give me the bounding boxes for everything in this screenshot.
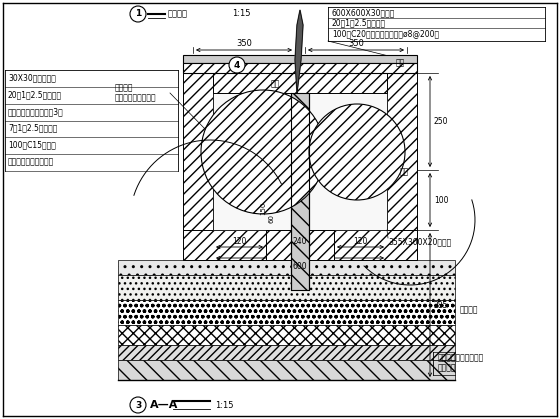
Text: 240: 240 bbox=[293, 236, 307, 246]
Text: 20厚1：2.5水泥砂浆: 20厚1：2.5水泥砂浆 bbox=[332, 18, 386, 28]
Text: 350: 350 bbox=[236, 39, 252, 49]
Bar bbox=[213, 73, 387, 230]
Bar bbox=[213, 73, 387, 93]
Text: 100: 100 bbox=[434, 196, 449, 204]
Bar bbox=[118, 260, 455, 275]
Bar bbox=[118, 275, 455, 300]
Text: 1:15: 1:15 bbox=[215, 401, 234, 409]
Bar bbox=[387, 73, 417, 260]
Text: 喷水: 喷水 bbox=[395, 59, 405, 67]
Text: 1:15: 1:15 bbox=[232, 10, 250, 18]
Text: 30X30玻璃马赛克: 30X30玻璃马赛克 bbox=[8, 73, 56, 83]
Text: 285: 285 bbox=[434, 300, 449, 310]
Text: 60: 60 bbox=[269, 214, 275, 222]
Text: A—A: A—A bbox=[150, 400, 179, 410]
Text: 600X600X30黄锈石: 600X600X30黄锈石 bbox=[332, 8, 395, 18]
Text: 膨胀珍珠岩泡沫混凝土: 膨胀珍珠岩泡沫混凝土 bbox=[8, 158, 54, 166]
Bar bbox=[266, 230, 334, 260]
Text: 350: 350 bbox=[348, 39, 364, 49]
Text: 4: 4 bbox=[234, 60, 240, 70]
Text: 喷水海螺: 喷水海螺 bbox=[115, 83, 133, 93]
Polygon shape bbox=[295, 10, 303, 93]
Text: 120: 120 bbox=[353, 236, 367, 246]
Text: 预埋水管: 预埋水管 bbox=[460, 305, 478, 315]
Text: 600: 600 bbox=[293, 261, 307, 271]
Text: 120: 120 bbox=[232, 236, 246, 246]
Text: 聚氨脂防水涂料刷两遍3厚: 聚氨脂防水涂料刷两遍3厚 bbox=[8, 108, 64, 116]
Bar bbox=[183, 230, 417, 260]
Text: 7厚1：2.5水泥砂浆: 7厚1：2.5水泥砂浆 bbox=[8, 124, 57, 132]
Text: 结构板面: 结构板面 bbox=[438, 364, 456, 372]
Text: 水面: 水面 bbox=[400, 168, 409, 176]
Bar bbox=[183, 73, 213, 260]
Text: 100厚C20混凝土板（配双向ø8@200）: 100厚C20混凝土板（配双向ø8@200） bbox=[332, 29, 439, 39]
Text: 喷泉: 喷泉 bbox=[270, 80, 279, 88]
Circle shape bbox=[229, 57, 245, 73]
Text: 1: 1 bbox=[135, 10, 141, 18]
Text: 355X300X20黄锈石: 355X300X20黄锈石 bbox=[388, 238, 451, 246]
Bar bbox=[118, 360, 455, 380]
Circle shape bbox=[201, 90, 325, 214]
Bar bbox=[118, 325, 455, 345]
Text: 20厚1：2.5水泥砂浆: 20厚1：2.5水泥砂浆 bbox=[8, 91, 62, 99]
Circle shape bbox=[130, 397, 146, 413]
Bar bbox=[183, 63, 417, 73]
Text: 100厚C15混凝土: 100厚C15混凝土 bbox=[8, 140, 56, 150]
Circle shape bbox=[130, 6, 146, 22]
Text: 3: 3 bbox=[135, 401, 141, 409]
Bar bbox=[118, 300, 455, 325]
Bar bbox=[183, 55, 417, 63]
Circle shape bbox=[309, 104, 405, 200]
Bar bbox=[291, 93, 309, 290]
Text: 黄锈石石雕（成品）: 黄锈石石雕（成品） bbox=[115, 93, 157, 103]
Text: 防水层按做法见建筑图: 防水层按做法见建筑图 bbox=[438, 354, 484, 362]
Text: 150: 150 bbox=[260, 201, 266, 215]
Bar bbox=[118, 345, 455, 360]
Text: 250: 250 bbox=[434, 116, 449, 126]
Text: 剖平面图: 剖平面图 bbox=[168, 10, 188, 18]
